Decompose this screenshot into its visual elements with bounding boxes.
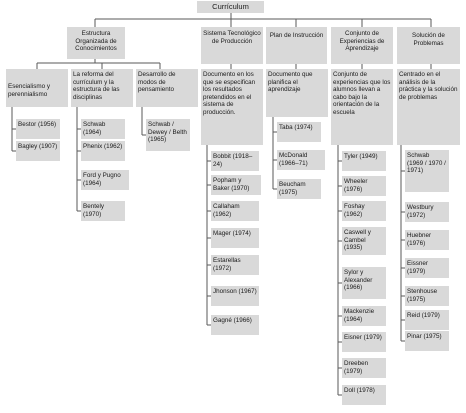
column-header-plan: Plan de Instrucción	[266, 27, 327, 64]
author-box: Tyler (1949)	[342, 151, 386, 171]
author-box: Taba (1974)	[277, 122, 321, 142]
author-box: Gagné (1966)	[211, 315, 259, 335]
description-solucion: Centrado en el análisis de la práctica y…	[397, 69, 460, 145]
subcolumn-header-desarrollo: Desarrollo de modos de pensamiento	[136, 69, 198, 107]
column-header-conjunto: Conjunto de Experiencias de Aprendizaje	[331, 27, 393, 64]
author-box: Bobbit (1918–24)	[211, 151, 259, 171]
description-plan: Documento que planifica el aprendizaje	[266, 69, 328, 117]
author-box: Schwab / Dewey / Belth (1965)	[146, 119, 190, 151]
column-header-solucion: Solución de Problemas	[397, 27, 460, 64]
author-box: Estarellas (1972)	[211, 255, 259, 275]
author-box: Dreeben (1979)	[342, 358, 386, 378]
author-box: Beucham (1975)	[277, 179, 321, 199]
author-box: Popham y Baker (1970)	[211, 175, 261, 195]
author-box: Eisner (1979)	[342, 332, 386, 352]
column-header-estructura: Estructura Organizada de Conocimientos	[67, 27, 125, 59]
author-box: Phenix (1962)	[81, 141, 125, 161]
author-box: Bagley (1907)	[16, 141, 60, 161]
author-box: Ford y Pugno (1964)	[81, 170, 129, 190]
author-box: Schwab (1964)	[81, 119, 125, 139]
description-sistema: Documento en los que se especifican los …	[201, 69, 263, 145]
author-box: Mager (1974)	[211, 228, 259, 248]
author-box: Bestor (1956)	[16, 119, 60, 139]
author-box: Wheeler (1976)	[342, 176, 386, 196]
author-box: Jhonson (1967)	[211, 286, 259, 306]
description-conjunto: Conjunto de experiencias que los alumnos…	[331, 69, 393, 145]
column-header-sistema: Sistema Tecnológico de Producción	[201, 27, 263, 64]
author-box: McDonald (1966–71)	[277, 150, 325, 170]
author-box: Reid (1979)	[405, 310, 449, 330]
author-box: Stenhouse (1975)	[405, 286, 449, 306]
author-box: Foshay (1962)	[342, 201, 386, 221]
root-node: Currículum	[197, 1, 264, 13]
author-box: Doll (1978)	[342, 385, 386, 405]
author-box: Eissner (1979)	[405, 258, 449, 278]
author-box: Bentely (1970)	[81, 201, 125, 221]
author-box: Caswell y Cambel (1935)	[342, 227, 386, 255]
author-box: Sylor y Alexander (1966)	[342, 267, 386, 299]
author-box: Westbury (1972)	[405, 202, 449, 222]
author-box: Pinar (1975)	[405, 331, 449, 351]
subcolumn-header-reforma: La reforma del currículum y la estructur…	[71, 69, 133, 107]
subcolumn-header-esencialismo: Esencialismo y perennialismo	[6, 69, 68, 107]
author-box: Callaham (1962)	[211, 201, 259, 221]
author-box: Mackenzie (1964)	[342, 306, 386, 326]
author-box: Huebner (1976)	[405, 230, 449, 250]
author-box: Schwab (1969 / 1970 / 1971)	[405, 150, 449, 192]
